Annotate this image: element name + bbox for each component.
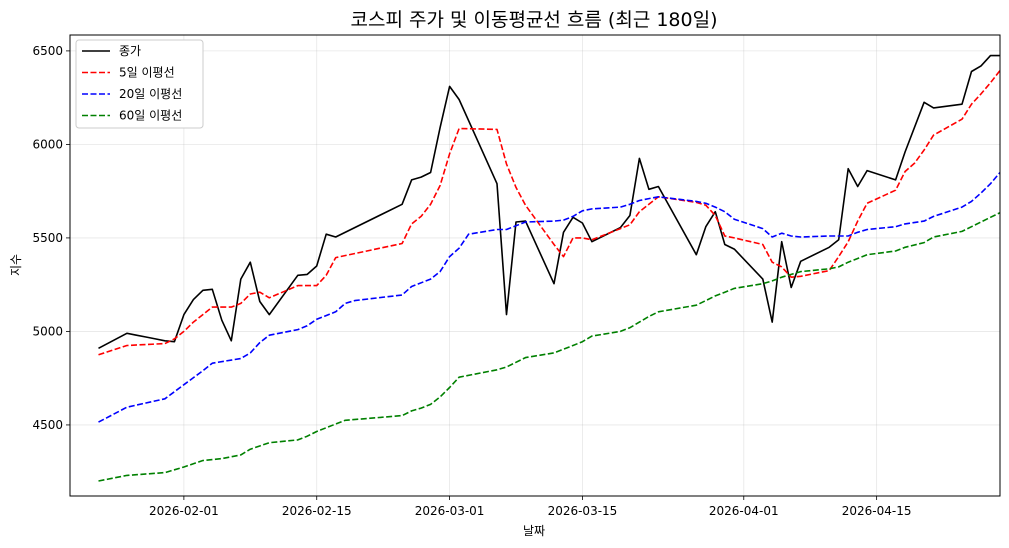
x-tick-label: 2026-02-15 xyxy=(282,504,352,518)
y-tick-label: 5500 xyxy=(32,231,63,245)
legend-label: 60일 이평선 xyxy=(119,109,182,123)
plot-frame xyxy=(69,34,1001,497)
y-axis: 4500 5000 5500 6000 6500 xyxy=(32,44,70,432)
y-axis-label: 지수 xyxy=(9,254,23,276)
x-axis: 2026-02-01 2026-02-15 2026-03-01 2026-03-15… xyxy=(149,496,912,518)
x-tick-label: 2026-03-15 xyxy=(548,504,618,518)
series-layer xyxy=(98,54,1001,482)
x-tick-label: 2026-04-01 xyxy=(709,504,779,518)
x-tick-label: 2026-02-01 xyxy=(149,504,219,518)
x-tick-label: 2026-04-15 xyxy=(842,504,912,518)
legend: 종가 5일 이평선 20일 이평선 60일 이평선 xyxy=(75,39,204,129)
series-line xyxy=(98,171,1001,423)
x-axis-label: 날짜 xyxy=(523,524,545,538)
chart-title: 코스피 주가 및 이동평균선 흐름 (최근 180일) xyxy=(350,9,717,31)
y-tick-label: 6500 xyxy=(32,44,63,58)
legend-box xyxy=(75,39,204,129)
grid-lines xyxy=(70,35,1000,496)
x-tick-label: 2026-03-01 xyxy=(415,504,485,518)
y-tick-label: 5000 xyxy=(32,324,63,338)
legend-label: 20일 이평선 xyxy=(119,87,182,101)
legend-label: 5일 이평선 xyxy=(119,66,175,80)
legend-label: 종가 xyxy=(119,44,141,58)
series-line xyxy=(98,211,1001,482)
series-line xyxy=(98,70,1001,356)
y-tick-label: 4500 xyxy=(32,418,63,432)
y-tick-label: 6000 xyxy=(32,137,63,151)
series-line xyxy=(98,54,1000,350)
